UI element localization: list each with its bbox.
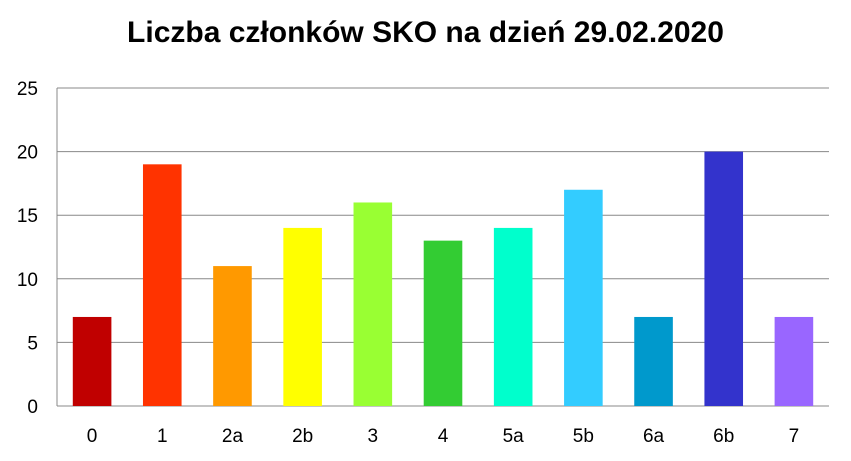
bar-6a (634, 316, 673, 406)
bar-2b (283, 227, 322, 406)
bar-4 (423, 240, 463, 406)
y-tick-label: 25 (17, 79, 38, 100)
x-tick-label: 0 (87, 426, 98, 447)
x-tick-label: 5b (573, 426, 594, 447)
bars (72, 151, 814, 406)
y-tick-label: 20 (17, 143, 38, 164)
x-tick-label: 2b (292, 426, 313, 447)
x-tick-label: 7 (789, 426, 800, 447)
x-tick-label: 4 (438, 426, 449, 447)
bar-1 (142, 164, 182, 406)
bar-2a (213, 266, 252, 406)
y-tick-label: 5 (27, 333, 38, 354)
chart-title: Liczba członków SKO na dzień 29.02.2020 (127, 16, 724, 49)
bar-7 (774, 316, 814, 406)
x-tick-label: 6a (643, 426, 665, 447)
x-tick-labels: 0 1 2a 2b 3 4 5a 5b 6a 6b 7 (87, 426, 799, 447)
y-tick-label: 15 (17, 206, 38, 227)
bar-5b (564, 189, 603, 406)
bar-6b (704, 151, 744, 406)
x-tick-label: 3 (368, 426, 379, 447)
y-tick-labels: 0 5 10 15 20 25 (17, 79, 38, 418)
bar-5a (493, 227, 533, 406)
x-tick-label: 6b (713, 426, 734, 447)
bar-3 (353, 202, 393, 406)
x-tick-label: 5a (503, 426, 525, 447)
y-tick-label: 10 (17, 270, 38, 291)
x-tick-label: 2a (222, 426, 244, 447)
y-tick-label: 0 (27, 397, 38, 418)
bar-0 (72, 316, 112, 406)
x-tick-label: 1 (157, 426, 168, 447)
